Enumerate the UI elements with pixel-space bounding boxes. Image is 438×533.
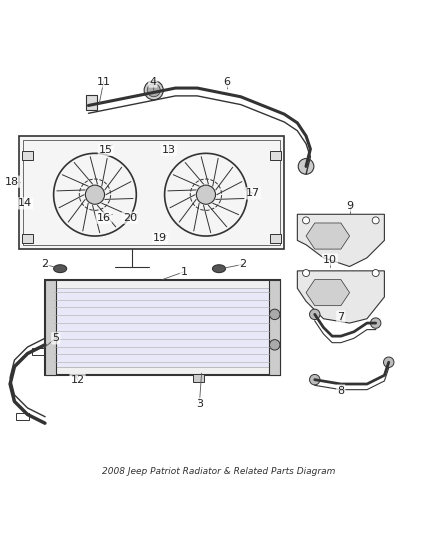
Text: 13: 13 xyxy=(162,145,176,155)
Circle shape xyxy=(147,84,160,97)
Text: 4: 4 xyxy=(149,77,156,86)
Circle shape xyxy=(310,309,320,320)
Text: 2: 2 xyxy=(41,260,49,269)
FancyBboxPatch shape xyxy=(53,288,271,367)
Polygon shape xyxy=(306,223,350,249)
Text: 1: 1 xyxy=(181,266,187,277)
Circle shape xyxy=(303,270,310,277)
Bar xyxy=(16,413,29,420)
Bar xyxy=(86,94,97,110)
Polygon shape xyxy=(297,271,385,323)
Text: 20: 20 xyxy=(123,213,137,223)
Circle shape xyxy=(372,217,379,224)
Bar xyxy=(269,279,280,375)
Bar xyxy=(270,151,281,160)
Text: 16: 16 xyxy=(97,213,111,223)
Text: 9: 9 xyxy=(346,200,353,211)
Text: 11: 11 xyxy=(97,77,111,86)
Circle shape xyxy=(269,340,280,350)
Circle shape xyxy=(269,309,280,320)
Text: 18: 18 xyxy=(5,176,19,187)
Bar xyxy=(22,151,33,160)
Text: 15: 15 xyxy=(99,145,113,155)
FancyBboxPatch shape xyxy=(19,136,284,249)
Bar xyxy=(45,279,56,375)
Text: 2008 Jeep Patriot Radiator & Related Parts Diagram: 2008 Jeep Patriot Radiator & Related Par… xyxy=(102,466,336,475)
Circle shape xyxy=(196,185,215,204)
Polygon shape xyxy=(297,214,385,266)
Circle shape xyxy=(303,217,310,224)
Circle shape xyxy=(372,270,379,277)
Circle shape xyxy=(85,185,105,204)
Ellipse shape xyxy=(212,265,226,272)
Bar xyxy=(32,348,45,355)
Text: 12: 12 xyxy=(71,375,85,385)
Text: 3: 3 xyxy=(196,399,203,409)
Text: 8: 8 xyxy=(337,385,344,395)
Circle shape xyxy=(298,158,314,174)
Text: 5: 5 xyxy=(52,333,59,343)
Text: 7: 7 xyxy=(337,312,344,321)
FancyBboxPatch shape xyxy=(45,279,280,375)
Text: 6: 6 xyxy=(223,77,230,86)
Text: 19: 19 xyxy=(153,233,167,243)
Bar xyxy=(193,374,204,382)
Text: 2: 2 xyxy=(240,260,247,269)
Bar xyxy=(22,234,33,243)
Ellipse shape xyxy=(53,265,67,272)
Polygon shape xyxy=(306,279,350,305)
Circle shape xyxy=(371,318,381,328)
Bar xyxy=(270,234,281,243)
Circle shape xyxy=(144,80,163,100)
Circle shape xyxy=(310,375,320,385)
Text: 14: 14 xyxy=(18,198,32,208)
Text: 10: 10 xyxy=(323,255,337,264)
Text: 17: 17 xyxy=(246,188,260,198)
Circle shape xyxy=(384,357,394,367)
